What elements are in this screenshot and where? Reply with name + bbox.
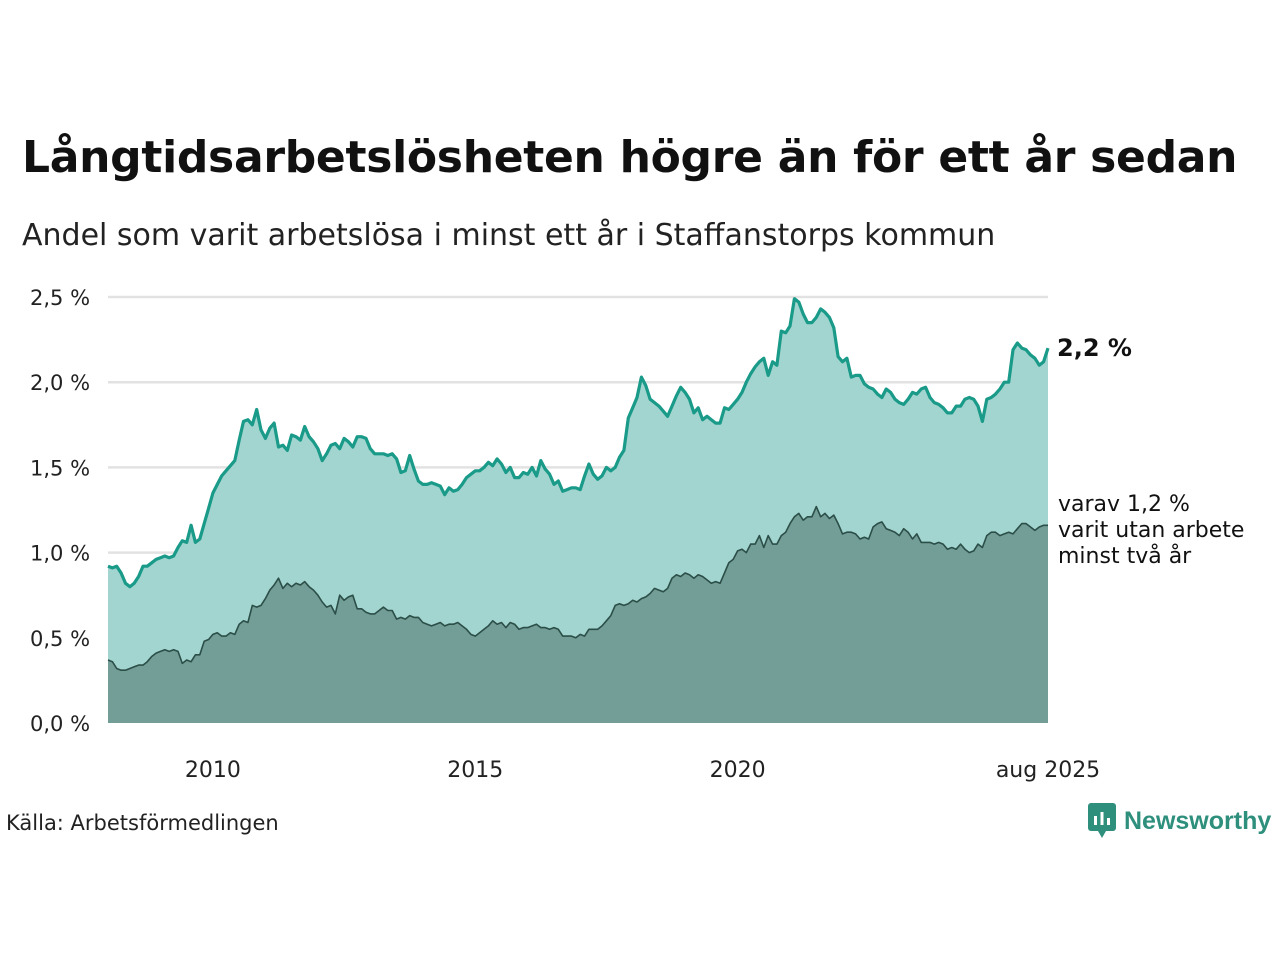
x-axis-tick-labels: 2010 2015 2020 aug 2025: [185, 758, 1100, 783]
end-value-label: 2,2 %: [1057, 334, 1132, 362]
x-tick-label: 2010: [185, 758, 241, 783]
x-tick-label: aug 2025: [996, 758, 1100, 783]
area-layer: [107, 297, 1050, 723]
long-term-line: [107, 505, 1048, 671]
x-tick-label: 2020: [710, 758, 766, 783]
y-tick-label: 0,5 %: [30, 627, 90, 651]
y-axis-tick-labels: 0,0 % 0,5 % 1,0 % 1,5 % 2,0 % 2,5 %: [30, 286, 90, 736]
annotation-line-2: varit utan arbete: [1058, 518, 1244, 543]
total-line: [107, 297, 1050, 589]
newsworthy-logo-icon: [1088, 803, 1116, 838]
y-tick-label: 2,0 %: [30, 371, 90, 395]
y-tick-label: 0,0 %: [30, 712, 90, 736]
chart-subtitle: Andel som varit arbetslösa i minst ett å…: [22, 218, 996, 253]
long-term-area: [108, 506, 1048, 723]
source-note: Källa: Arbetsförmedlingen: [6, 811, 279, 835]
y-tick-label: 2,5 %: [30, 286, 90, 310]
brand-name: Newsworthy: [1124, 806, 1272, 835]
annotation-line-1: varav 1,2 %: [1058, 492, 1190, 517]
y-tick-label: 1,0 %: [30, 542, 90, 566]
annotation-line-3: minst två år: [1058, 543, 1192, 569]
y-tick-label: 1,5 %: [30, 456, 90, 480]
long-term-annotation: varav 1,2 % varit utan arbete minst två …: [1058, 492, 1251, 569]
x-tick-label: 2015: [447, 758, 503, 783]
chart-title: Långtidsarbetslösheten högre än för ett …: [22, 132, 1238, 183]
newsworthy-logo: Newsworthy: [1088, 803, 1271, 839]
